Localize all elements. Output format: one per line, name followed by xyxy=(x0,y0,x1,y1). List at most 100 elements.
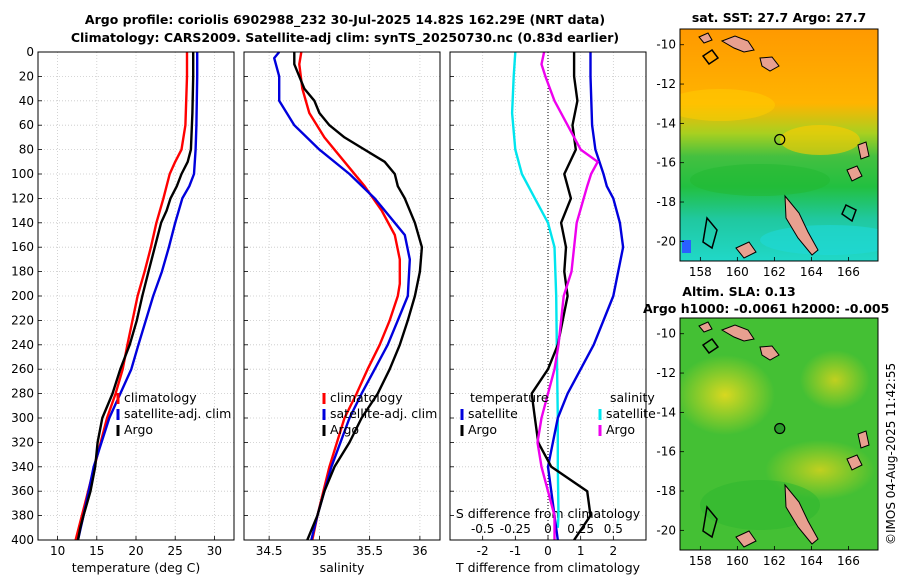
plot-frame xyxy=(37,51,235,541)
y-tick-label: 380 xyxy=(11,509,34,523)
sla-map-frame xyxy=(679,317,879,551)
y-tick-label: 40 xyxy=(19,94,34,108)
y-tick-label: 360 xyxy=(11,484,34,498)
y-tick-label: 0 xyxy=(26,45,34,59)
s-tick-label: -0.5 xyxy=(471,522,494,536)
legend-label: satellite xyxy=(468,406,518,421)
x-tick-label: 10 xyxy=(50,544,65,558)
sla-map-island xyxy=(720,324,755,342)
y-tick-label: 120 xyxy=(11,191,34,205)
map-y-tick-label: -14 xyxy=(656,405,676,419)
sst-map-field xyxy=(680,29,878,261)
x-tick-label: 20 xyxy=(128,544,143,558)
map-y-tick-label: -16 xyxy=(656,445,676,459)
map-y-tick-label: -10 xyxy=(656,327,676,341)
sla-map-high-anomaly xyxy=(800,350,870,410)
map-x-tick-label: 158 xyxy=(689,554,712,568)
legend-title-salinity: salinity xyxy=(610,390,655,405)
sla-map-panel: Altim. SLA: 0.13 Argo h1000: -0.0061 h20… xyxy=(643,284,889,568)
sla-map-subtitle: Argo h1000: -0.0061 h2000: -0.005 xyxy=(643,301,889,316)
y-tick-label: 300 xyxy=(11,411,34,425)
x-tick-label: 34.5 xyxy=(256,544,283,558)
legend-label: climatology xyxy=(330,390,403,405)
x-tick-label: -2 xyxy=(477,544,489,558)
y-tick-label: 60 xyxy=(19,118,34,132)
series-line-temperature-argo xyxy=(530,52,592,541)
sla-map-island xyxy=(784,483,819,545)
x-tick-label: 1 xyxy=(577,544,585,558)
y-tick-label: 280 xyxy=(11,387,34,401)
y-tick-label: 240 xyxy=(11,338,34,352)
footer-timestamp: ©IMOS 04-Aug-2025 11:42:55 xyxy=(884,363,898,545)
y-tick-label: 400 xyxy=(11,533,34,547)
sla-map-island xyxy=(759,345,780,361)
sst-map-warm-patch xyxy=(680,89,775,121)
sla-map-title: Altim. SLA: 0.13 xyxy=(682,284,795,299)
figure-title-line1: Argo profile: coriolis 6902988_232 30-Ju… xyxy=(85,12,605,28)
map-x-tick-label: 160 xyxy=(726,554,749,568)
sla-map-coast xyxy=(702,505,718,539)
map-y-tick-label: -18 xyxy=(656,484,676,498)
sst-map-island xyxy=(720,35,755,53)
x-tick-label: 35 xyxy=(312,544,327,558)
map-x-tick-label: 164 xyxy=(800,554,823,568)
sla-map-axes: 158 160 162 164 166 -10 -12 -14 -16 -18 -20 xyxy=(656,327,859,568)
sst-map-warm-patch xyxy=(780,125,860,155)
y-tick-label: 140 xyxy=(11,216,34,230)
sst-map-panel: sat. SST: 27.7 Argo: 27.7 158 160 162 164 16… xyxy=(656,10,879,279)
sst-map-coast xyxy=(841,203,857,223)
legend-title-temperature: temperature xyxy=(470,390,549,405)
series-line-salinity-satellite xyxy=(536,51,599,540)
x-axis-label: salinity xyxy=(320,560,365,575)
sst-map-island xyxy=(698,32,713,44)
x-tick-label: 35.5 xyxy=(356,544,383,558)
series-line-satellite-adj-clim xyxy=(273,51,411,541)
legend-label: satellite-adj. clim xyxy=(124,406,231,421)
plot-area xyxy=(244,52,440,540)
sst-map-blue-cell xyxy=(682,240,691,253)
x-axis-label: temperature (deg C) xyxy=(72,560,201,575)
map-x-tick-label: 162 xyxy=(763,265,786,279)
sla-map-argo-marker xyxy=(774,422,786,435)
sst-map-title: sat. SST: 27.7 Argo: 27.7 xyxy=(692,10,866,25)
legend-label: satellite xyxy=(606,406,656,421)
y-tick-label: 340 xyxy=(11,460,34,474)
plot-frame xyxy=(243,51,441,541)
sla-map-high-anomaly xyxy=(680,355,775,435)
difference-panel: -2 -1 0 1 2 T difference from climatology S di… xyxy=(449,51,656,575)
sst-map-green-patch xyxy=(690,164,830,196)
x-tick-label: 25 xyxy=(168,544,183,558)
map-y-tick-label: -18 xyxy=(656,195,676,209)
map-y-tick-label: -12 xyxy=(656,366,676,380)
sst-map-axes: 158 160 162 164 166 -10 -12 -14 -16 -18 -20 xyxy=(656,38,859,279)
map-x-tick-label: 158 xyxy=(689,265,712,279)
map-y-tick-label: -12 xyxy=(656,77,676,91)
plot-frame xyxy=(449,51,647,541)
y-tick-label: 320 xyxy=(11,435,34,449)
x-tick-label: 36 xyxy=(412,544,427,558)
map-y-tick-label: -10 xyxy=(656,38,676,52)
sst-map-coast xyxy=(702,216,718,250)
y-tick-label: 80 xyxy=(19,143,34,157)
legend-label: climatology xyxy=(124,390,197,405)
s-axis-label: S difference from climatology xyxy=(456,506,641,521)
map-x-tick-label: 166 xyxy=(837,554,860,568)
y-tick-label: 200 xyxy=(11,289,34,303)
s-tick-label: 0 xyxy=(544,522,552,536)
sst-map-coast xyxy=(701,48,720,66)
s-tick-label: -0.25 xyxy=(500,522,531,536)
series-line-temperature-satellite xyxy=(510,51,560,528)
sla-map-island xyxy=(857,430,870,449)
map-x-tick-label: 162 xyxy=(763,554,786,568)
sst-map-island xyxy=(784,194,819,256)
y-tick-label: 100 xyxy=(11,167,34,181)
legend-label: Argo xyxy=(468,422,497,437)
sst-map-frame xyxy=(679,28,879,262)
salinity-panel: 34.5 35 35.5 36 salinity climatologysatellite… xyxy=(243,51,441,575)
map-y-tick-label: -20 xyxy=(656,234,676,248)
sst-map-argo-marker xyxy=(774,133,786,146)
map-x-tick-label: 166 xyxy=(837,265,860,279)
map-x-tick-label: 160 xyxy=(726,265,749,279)
y-tick-label: 180 xyxy=(11,265,34,279)
